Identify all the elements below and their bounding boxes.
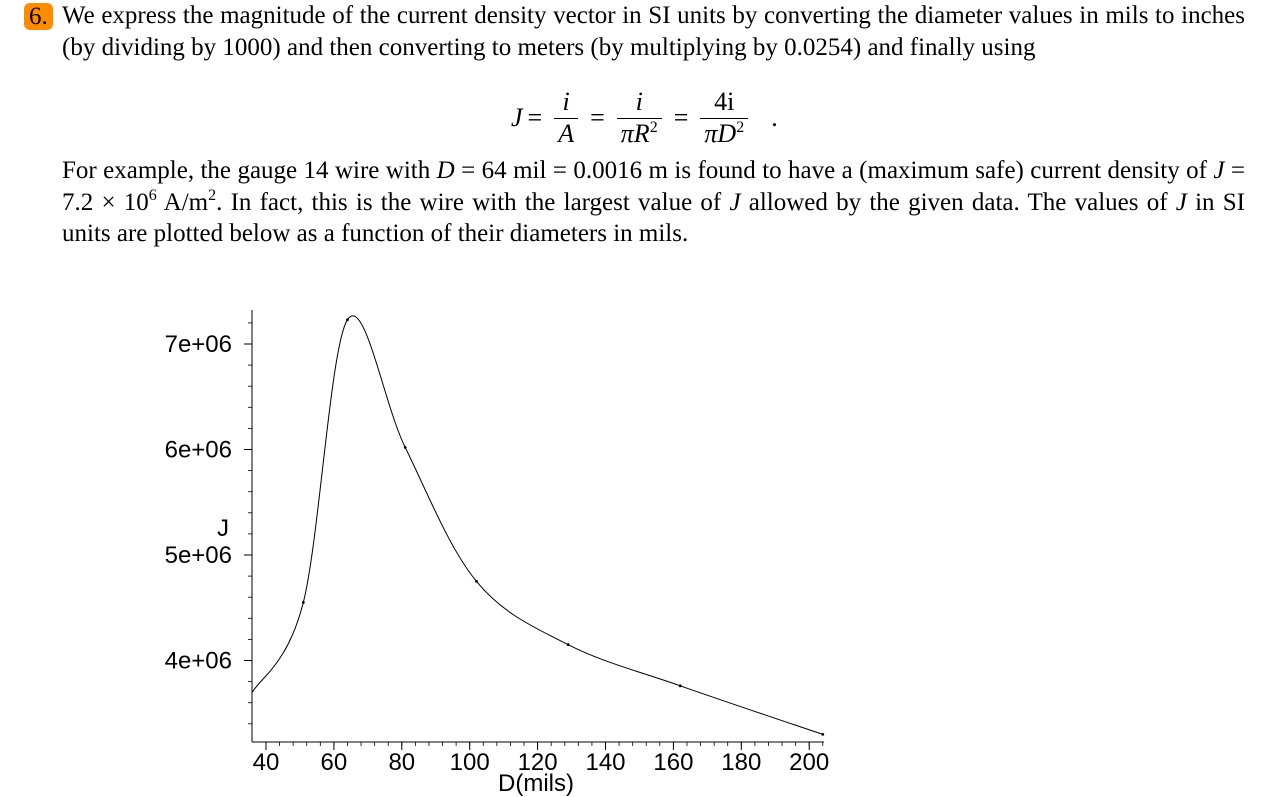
data-point <box>821 732 825 736</box>
eq-equals-2: = <box>590 103 605 132</box>
problem-number-badge: 6. <box>24 3 53 30</box>
eq-fraction-i-over-a: i A <box>554 87 579 148</box>
data-point <box>566 643 570 647</box>
current-density-equation: J = i A = i πR2 = 4i πD2 . <box>511 86 778 150</box>
y-axis-label: J <box>217 515 229 542</box>
x-axis-label: D(mils) <box>498 770 574 797</box>
data-point <box>403 445 407 449</box>
eq-f2-denominator: πR2 <box>616 118 662 148</box>
data-point <box>346 318 349 322</box>
eq-equals-1: = <box>527 103 543 132</box>
x-tick-label: 140 <box>585 749 625 776</box>
y-tick-label: 5e+06 <box>165 542 232 569</box>
series-line <box>251 315 823 735</box>
eq-fraction-i-over-pir2: i πR2 <box>616 87 662 148</box>
x-tick-label: 80 <box>388 749 415 776</box>
x-tick-label: 100 <box>450 749 490 776</box>
eq-f2-numerator: i <box>635 87 643 116</box>
x-tick-label: 200 <box>789 749 829 776</box>
eq-f3-numerator: 4i <box>714 87 735 116</box>
eq-equals-3: = <box>673 103 689 132</box>
paragraph-example: For example, the gauge 14 wire with D = … <box>62 157 1245 247</box>
eq-f1-numerator: i <box>562 87 570 116</box>
paragraph-intro: We express the magnitude of the current … <box>62 2 1245 61</box>
eq-f1-denominator: A <box>554 118 579 148</box>
y-tick-label: 7e+06 <box>165 331 232 358</box>
data-point <box>301 601 305 604</box>
x-tick-label: 160 <box>653 749 693 776</box>
x-tick-label: 120 <box>518 749 558 776</box>
y-tick-label: 6e+06 <box>165 437 232 464</box>
eq-fraction-4i-over-pid2: 4i πD2 <box>700 87 749 148</box>
eq-f3-denominator: πD2 <box>700 118 749 148</box>
x-tick-label: 40 <box>253 749 280 776</box>
data-point <box>678 684 682 688</box>
x-tick-label: 60 <box>321 749 348 776</box>
data-point <box>475 579 478 583</box>
y-tick-label: 4e+06 <box>165 648 232 675</box>
eq-period: . <box>771 103 778 132</box>
eq-lhs: J <box>511 103 523 132</box>
x-tick-label: 180 <box>721 749 761 776</box>
